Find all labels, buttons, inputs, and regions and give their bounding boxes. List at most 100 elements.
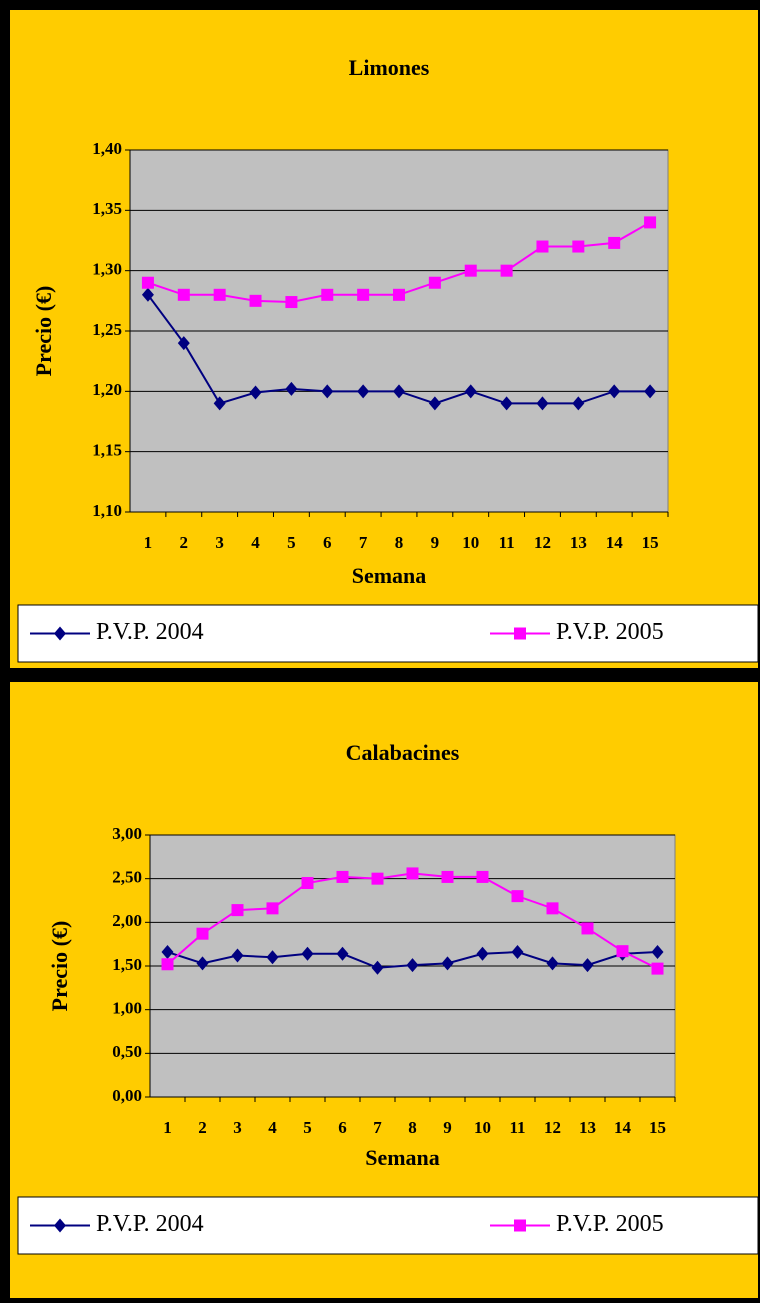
data-point: [357, 384, 370, 399]
data-point: [511, 945, 524, 960]
y-tick-label: 1,50: [112, 955, 142, 974]
x-tick-label: 11: [509, 1118, 525, 1137]
x-tick-label: 2: [180, 533, 189, 552]
x-tick-label: 10: [462, 533, 479, 552]
data-point: [581, 922, 594, 935]
data-point: [301, 946, 314, 961]
chart-title: Limones: [349, 55, 430, 80]
y-axis-label: Precio (€): [31, 286, 56, 377]
y-tick-label: 1,40: [92, 139, 122, 158]
x-tick-label: 5: [287, 533, 296, 552]
x-tick-label: 4: [251, 533, 260, 552]
data-point: [285, 296, 298, 309]
data-point: [572, 396, 585, 411]
legend: [17, 1196, 759, 1255]
legend-label: P.V.P. 2004: [96, 619, 204, 645]
x-tick-label: 12: [534, 533, 551, 552]
y-tick-label: 1,35: [92, 199, 122, 218]
data-point: [476, 946, 489, 961]
data-point: [428, 276, 441, 289]
data-point: [546, 956, 559, 971]
x-tick-label: 7: [373, 1118, 382, 1137]
data-point: [321, 384, 334, 399]
data-point: [428, 396, 441, 411]
data-point: [336, 870, 349, 883]
y-tick-label: 1,10: [92, 501, 122, 520]
data-point: [608, 384, 621, 399]
x-tick-label: 14: [614, 1118, 632, 1137]
data-point: [500, 396, 513, 411]
x-tick-label: 13: [570, 533, 587, 552]
data-point: [285, 381, 298, 396]
legend: [17, 604, 759, 663]
y-tick-label: 1,25: [92, 320, 122, 339]
x-tick-label: 12: [544, 1118, 561, 1137]
data-point: [651, 962, 664, 975]
data-point: [572, 240, 585, 253]
data-point: [511, 890, 524, 903]
x-tick-label: 7: [359, 533, 368, 552]
x-tick-label: 8: [408, 1118, 417, 1137]
data-point: [231, 948, 244, 963]
chart-title: Calabacines: [346, 740, 460, 765]
data-point: [266, 902, 279, 915]
data-point: [161, 945, 174, 960]
data-point: [581, 958, 594, 973]
x-tick-label: 5: [303, 1118, 312, 1137]
legend-label: P.V.P. 2005: [556, 619, 664, 645]
x-tick-label: 6: [323, 533, 332, 552]
data-point: [644, 384, 657, 399]
data-point: [266, 950, 279, 965]
data-point: [464, 384, 477, 399]
y-tick-label: 1,30: [92, 260, 122, 279]
legend-marker: [514, 1219, 526, 1232]
data-point: [536, 396, 549, 411]
x-tick-label: 6: [338, 1118, 347, 1137]
y-tick-label: 0,00: [112, 1086, 142, 1105]
legend-marker: [54, 626, 66, 641]
data-point: [644, 216, 657, 229]
x-tick-label: 14: [606, 533, 624, 552]
data-point: [177, 288, 190, 301]
legend-marker: [514, 627, 526, 640]
x-tick-label: 3: [215, 533, 224, 552]
data-point: [371, 960, 384, 975]
x-tick-label: 13: [579, 1118, 596, 1137]
data-point: [500, 264, 513, 277]
data-point: [546, 902, 559, 915]
y-tick-label: 1,15: [92, 441, 122, 460]
data-point: [441, 956, 454, 971]
y-tick-label: 3,00: [112, 824, 142, 843]
data-point: [301, 877, 314, 890]
x-tick-label: 9: [431, 533, 440, 552]
data-point: [393, 288, 405, 301]
data-point: [249, 294, 262, 307]
data-point: [141, 276, 154, 289]
x-tick-label: 2: [198, 1118, 207, 1137]
data-point: [213, 288, 226, 301]
data-point: [536, 240, 549, 253]
data-point: [393, 384, 405, 399]
y-tick-label: 0,50: [112, 1042, 142, 1061]
y-tick-label: 2,00: [112, 911, 142, 930]
data-point: [651, 945, 664, 960]
y-tick-label: 2,50: [112, 868, 142, 887]
x-axis-label: Semana: [365, 1145, 440, 1170]
x-tick-label: 1: [144, 533, 153, 552]
y-tick-label: 1,00: [112, 999, 142, 1018]
data-point: [441, 870, 454, 883]
x-tick-label: 11: [499, 533, 515, 552]
data-point: [476, 870, 489, 883]
data-point: [336, 946, 349, 961]
data-point: [616, 945, 629, 958]
data-point: [161, 958, 174, 971]
y-tick-label: 1,20: [92, 380, 122, 399]
data-point: [196, 927, 209, 940]
x-tick-label: 1: [163, 1118, 172, 1137]
data-point: [464, 264, 477, 277]
legend-label: P.V.P. 2004: [96, 1211, 204, 1237]
x-tick-label: 8: [395, 533, 404, 552]
data-point: [213, 396, 226, 411]
